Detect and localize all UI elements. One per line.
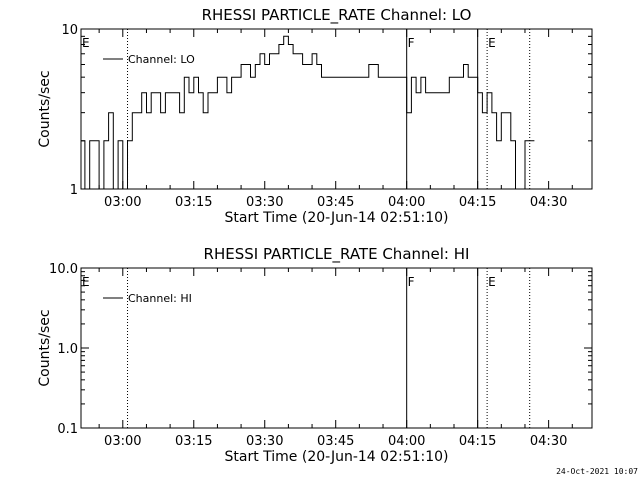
panel1-x-tick-label: 03:15 <box>175 195 212 210</box>
panel2-annotation-f: F <box>408 275 415 289</box>
panel1-y-axis-label: Counts/sec <box>37 70 53 147</box>
panel2-annotation-e: E <box>488 275 496 289</box>
panel1-series-line <box>81 35 535 190</box>
panel1-y-tick-label: 10 <box>61 23 78 38</box>
panel1-title: RHESSI PARTICLE_RATE Channel: LO <box>202 6 472 25</box>
panel1-legend-label: Channel: LO <box>128 53 195 66</box>
panel2-x-axis-label: Start Time (20-Jun-14 02:51:10) <box>225 449 449 465</box>
panel2-x-tick-label: 03:45 <box>317 434 354 449</box>
panel2-x-tick-label: 03:00 <box>104 434 141 449</box>
panel2-x-tick-label: 04:15 <box>459 434 496 449</box>
panel2-legend-label: Channel: HI <box>128 292 192 305</box>
panel1-annotation-e: E <box>488 36 496 50</box>
panel1-x-tick-label: 03:45 <box>317 195 354 210</box>
panel1-annotation-e: E <box>82 36 90 50</box>
panel2-annotation-e: E <box>82 275 90 289</box>
panel1-x-tick-label: 03:00 <box>104 195 141 210</box>
panel1-annotation-f: F <box>408 36 415 50</box>
panel1-x-tick-label: 04:15 <box>459 195 496 210</box>
panel1-x-tick-label: 03:30 <box>246 195 283 210</box>
panel1-plot-frame <box>80 28 593 190</box>
panel2-x-tick-label: 03:30 <box>246 434 283 449</box>
panel2-y-tick-label: 0.1 <box>57 422 78 437</box>
panel1-y-tick-label: 1 <box>70 183 78 198</box>
panel2-y-tick-label: 10.0 <box>49 262 78 277</box>
panel2-y-tick-label: 1.0 <box>57 342 78 357</box>
generated-date: 24-Oct-2021 10:07 <box>556 467 638 476</box>
panel2-x-tick-label: 03:15 <box>175 434 212 449</box>
panel2-x-tick-label: 04:00 <box>388 434 425 449</box>
panel2-y-axis-label: Counts/sec <box>37 309 53 386</box>
panel2-x-tick-label: 04:30 <box>530 434 567 449</box>
panel1-x-tick-label: 04:30 <box>530 195 567 210</box>
panel2-title: RHESSI PARTICLE_RATE Channel: HI <box>204 245 470 264</box>
panel1-x-axis-label: Start Time (20-Jun-14 02:51:10) <box>225 210 449 226</box>
panel1-x-tick-label: 04:00 <box>388 195 425 210</box>
